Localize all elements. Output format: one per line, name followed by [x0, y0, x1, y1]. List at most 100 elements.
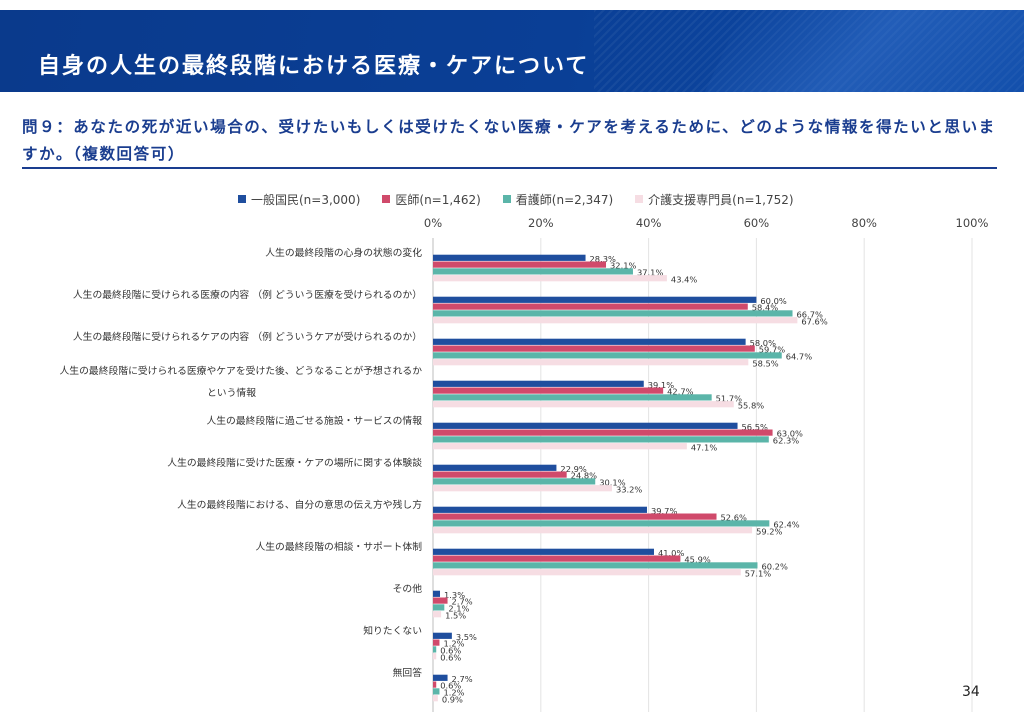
data-label: 0.6%	[440, 652, 461, 662]
data-label: 43.4%	[671, 274, 697, 284]
question-text: 問９：あなたの死が近い場合の、受けたいもしくは受けたくない医療・ケアを考えるため…	[22, 118, 996, 163]
data-label: 2.1%	[448, 604, 469, 614]
data-label: 59.2%	[756, 526, 782, 536]
data-label: 62.4%	[773, 520, 799, 530]
bar-2	[433, 688, 440, 695]
x-tick-label: 60%	[744, 216, 770, 230]
legend-swatch	[382, 195, 391, 203]
legend-swatch	[635, 195, 644, 203]
data-label: 67.6%	[801, 316, 827, 326]
bar-3	[433, 695, 438, 702]
bar-2	[433, 520, 770, 527]
data-label: 1.5%	[445, 610, 466, 620]
category-label: 人生の最終段階に受けられる医療の内容 （例 どういう医療を受けられるのか）	[73, 288, 422, 301]
bar-1	[433, 471, 567, 478]
header-stripe-decoration	[594, 10, 1024, 92]
data-label: 66.7%	[797, 310, 823, 320]
bar-0	[433, 254, 586, 261]
data-label: 64.7%	[786, 352, 812, 362]
data-label: 55.8%	[738, 400, 764, 410]
bar-2	[433, 646, 437, 653]
category-label: 人生の最終段階の心身の状態の変化	[265, 246, 422, 259]
data-label: 0.6%	[440, 646, 461, 656]
bar-3	[433, 401, 734, 408]
data-label: 2.7%	[452, 674, 473, 684]
legend-item-3: 介護支援専門員(n=1,752)	[635, 191, 794, 208]
bar-2	[433, 352, 782, 359]
bar-1	[433, 429, 773, 436]
bar-1	[433, 681, 437, 688]
data-label: 39.7%	[651, 506, 677, 516]
bar-2	[433, 436, 769, 443]
data-label: 60.0%	[760, 296, 786, 306]
legend-label: 看護師(n=2,347)	[515, 192, 614, 207]
data-label: 57.1%	[745, 568, 771, 578]
data-label: 0.9%	[442, 694, 463, 704]
bar-0	[433, 632, 452, 639]
category-label: 知りたくない	[363, 624, 422, 637]
legend-swatch	[502, 195, 511, 203]
data-label: 22.9%	[560, 464, 586, 474]
bar-3	[433, 527, 753, 534]
data-label: 28.3%	[590, 254, 616, 264]
bar-2	[433, 562, 758, 569]
bar-1	[433, 639, 440, 646]
bar-1	[433, 303, 748, 310]
bar-0	[433, 590, 441, 597]
data-label: 24.8%	[571, 471, 597, 481]
category-label: 人生の最終段階に受けられる医療やケアを受けた後、どうなることが予想されるか	[60, 364, 423, 377]
bar-0	[433, 464, 557, 471]
bar-1	[433, 387, 664, 394]
bar-3	[433, 569, 741, 576]
x-tick-label: 20%	[528, 216, 554, 230]
category-label: 人生の最終段階の相談・サポート体制	[255, 540, 422, 553]
data-label: 56.5%	[742, 422, 768, 432]
bar-0	[433, 296, 757, 303]
data-label: 3.5%	[456, 632, 477, 642]
legend-label: 医師(n=1,462)	[395, 192, 481, 207]
category-label: 人生の最終段階に受けた医療・ケアの場所に関する体験談	[167, 456, 422, 469]
x-tick-label: 40%	[636, 216, 662, 230]
question-divider	[22, 167, 997, 169]
bar-1	[433, 345, 755, 352]
bar-2	[433, 478, 596, 485]
bar-3	[433, 653, 437, 660]
data-label: 59.7%	[759, 345, 785, 355]
data-label: 58.5%	[752, 358, 778, 368]
bar-1	[433, 513, 717, 520]
legend-label: 一般国民(n=3,000)	[251, 192, 361, 207]
bar-3	[433, 611, 442, 618]
x-tick-label: 80%	[851, 216, 877, 230]
data-label: 52.6%	[721, 513, 747, 523]
bar-2	[433, 268, 633, 275]
category-label: 人生の最終段階に受けられるケアの内容 （例 どういうケアが受けられるのか）	[73, 330, 422, 343]
data-label: 58.4%	[752, 303, 778, 313]
legend-item-2: 看護師(n=2,347)	[502, 191, 614, 208]
bar-2	[433, 310, 793, 317]
chart-legend: 一般国民(n=3,000) 医師(n=1,462) 看護師(n=2,347) 介護支援…	[238, 190, 816, 208]
bar-1	[433, 555, 681, 562]
category-label: 人生の最終段階における、自分の意思の伝え方や残し方	[177, 498, 422, 511]
bar-1	[433, 597, 448, 604]
category-label: という情報	[207, 386, 256, 399]
bar-0	[433, 338, 746, 345]
data-label: 41.0%	[658, 548, 684, 558]
bar-2	[433, 604, 445, 611]
bar-3	[433, 275, 667, 282]
data-label: 1.3%	[444, 590, 465, 600]
bar-3	[433, 359, 749, 366]
bar-0	[433, 548, 654, 555]
data-label: 47.1%	[691, 442, 717, 452]
legend-label: 介護支援専門員(n=1,752)	[648, 192, 794, 207]
x-tick-label: 0%	[424, 216, 442, 230]
legend-swatch	[238, 195, 246, 203]
bar-2	[433, 394, 712, 401]
category-label: 人生の最終段階に過ごせる施設・サービスの情報	[206, 414, 422, 427]
legend-item-1: 医師(n=1,462)	[382, 191, 481, 208]
page-number: 34	[962, 684, 980, 700]
data-label: 45.9%	[684, 555, 710, 565]
data-label: 39.1%	[648, 380, 674, 390]
data-label: 2.7%	[452, 597, 473, 607]
x-tick-label: 100%	[956, 216, 989, 230]
